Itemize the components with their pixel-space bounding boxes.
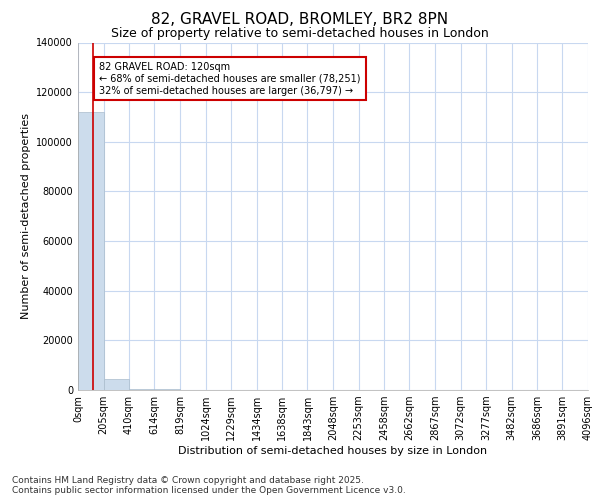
Text: 82, GRAVEL ROAD, BROMLEY, BR2 8PN: 82, GRAVEL ROAD, BROMLEY, BR2 8PN	[151, 12, 449, 28]
Bar	[129, 388, 154, 390]
Text: Size of property relative to semi-detached houses in London: Size of property relative to semi-detach…	[111, 28, 489, 40]
X-axis label: Distribution of semi-detached houses by size in London: Distribution of semi-detached houses by …	[178, 446, 488, 456]
Bar	[78, 112, 104, 390]
Bar	[104, 379, 129, 390]
Text: Contains HM Land Registry data © Crown copyright and database right 2025.
Contai: Contains HM Land Registry data © Crown c…	[12, 476, 406, 495]
Text: 82 GRAVEL ROAD: 120sqm
← 68% of semi-detached houses are smaller (78,251)
32% of: 82 GRAVEL ROAD: 120sqm ← 68% of semi-det…	[99, 62, 361, 96]
Y-axis label: Number of semi-detached properties: Number of semi-detached properties	[21, 114, 31, 320]
